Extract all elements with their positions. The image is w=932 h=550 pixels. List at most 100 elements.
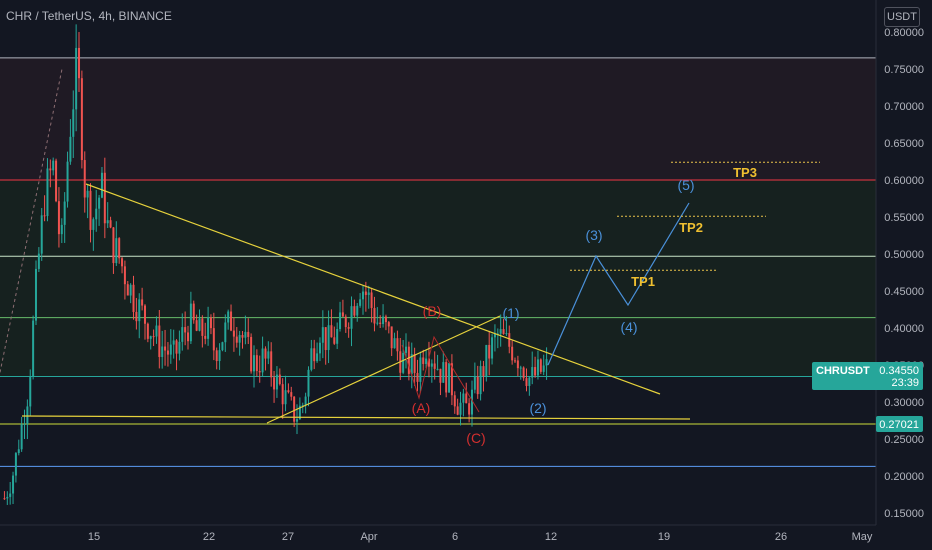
candle-body bbox=[281, 384, 284, 405]
candle-body bbox=[413, 354, 416, 373]
y-tick-label: 0.25000 bbox=[884, 434, 924, 446]
candle-body bbox=[508, 333, 511, 347]
candle-body bbox=[379, 322, 382, 324]
candle-body bbox=[488, 344, 491, 359]
candle-body bbox=[60, 224, 63, 235]
candle-body bbox=[166, 350, 169, 355]
wave-label: (B) bbox=[423, 303, 442, 319]
candle-body bbox=[482, 366, 485, 377]
candle-body bbox=[40, 215, 43, 254]
candle-body bbox=[221, 342, 224, 351]
candle-body bbox=[442, 362, 445, 383]
candle-body bbox=[470, 389, 473, 415]
candle-body bbox=[141, 299, 144, 306]
candle-body bbox=[531, 367, 534, 378]
candle-body bbox=[327, 325, 330, 351]
candle-body bbox=[238, 335, 241, 343]
candle-body bbox=[273, 377, 276, 390]
candle-body bbox=[468, 403, 471, 415]
candle-body bbox=[341, 312, 344, 317]
candle-body bbox=[138, 299, 141, 322]
candle-body bbox=[296, 419, 299, 422]
candle-body bbox=[57, 201, 60, 235]
candle-body bbox=[491, 337, 494, 359]
candle-body bbox=[353, 306, 356, 316]
candle-body bbox=[473, 376, 476, 390]
y-tick-label: 0.80000 bbox=[884, 27, 924, 39]
candle-body bbox=[318, 342, 321, 354]
candle-body bbox=[356, 305, 359, 316]
candle-body bbox=[333, 337, 336, 344]
candle-body bbox=[321, 327, 324, 343]
candle-body bbox=[422, 357, 425, 364]
y-tick-label: 0.60000 bbox=[884, 175, 924, 187]
candle-body bbox=[46, 168, 49, 217]
candle-body bbox=[396, 338, 399, 352]
candle-body bbox=[514, 360, 517, 362]
candle-body bbox=[361, 291, 364, 300]
candle-body bbox=[382, 316, 385, 324]
candle-body bbox=[324, 327, 327, 351]
candles bbox=[3, 24, 548, 505]
candle-body bbox=[103, 172, 106, 224]
candle-body bbox=[192, 303, 195, 321]
candle-body bbox=[439, 368, 442, 383]
candle-body bbox=[433, 363, 436, 369]
candle-body bbox=[534, 367, 537, 376]
current-price-tag bbox=[812, 362, 923, 390]
descending-trendline bbox=[85, 183, 661, 395]
candle-body bbox=[20, 424, 23, 450]
x-axis[interactable]: 15 22 27 Apr 6 12 19 26 May bbox=[0, 524, 876, 543]
candle-body bbox=[49, 168, 52, 171]
candle-body bbox=[293, 396, 296, 422]
y-tick-label: 0.30000 bbox=[884, 397, 924, 409]
x-tick-label: 19 bbox=[658, 531, 670, 543]
candle-body bbox=[172, 340, 175, 345]
candle-body bbox=[135, 311, 138, 322]
level-price-tag bbox=[876, 416, 923, 433]
candle-body bbox=[78, 47, 81, 79]
wave-labels: (B) (A) (C) (1) (2) (3) (4) (5) TP1 TP2 TP3 bbox=[412, 165, 757, 446]
candle-body bbox=[502, 329, 505, 334]
candle-body bbox=[149, 336, 152, 339]
candle-body bbox=[161, 346, 164, 357]
x-tick-label: 22 bbox=[203, 531, 215, 543]
candle-body bbox=[66, 161, 69, 202]
candle-body bbox=[72, 109, 75, 137]
drawings bbox=[0, 68, 820, 424]
candle-body bbox=[258, 371, 261, 373]
candle-body bbox=[516, 360, 519, 369]
candle-body bbox=[462, 393, 465, 403]
candle-body bbox=[522, 367, 525, 379]
candle-body bbox=[373, 308, 376, 324]
abc-wave-path bbox=[401, 335, 480, 413]
candle-body bbox=[542, 365, 545, 372]
candle-body bbox=[184, 327, 187, 333]
y-axis[interactable]: 0.80000 0.75000 0.70000 0.65000 0.60000 0.550… bbox=[875, 0, 932, 550]
support-line bbox=[21, 415, 691, 420]
candle-body bbox=[430, 363, 433, 367]
candle-body bbox=[528, 377, 531, 386]
candle-body bbox=[364, 291, 367, 295]
candle-body bbox=[250, 336, 253, 372]
candle-body bbox=[519, 367, 522, 369]
candle-body bbox=[146, 323, 149, 339]
target-label: TP2 bbox=[679, 220, 703, 235]
currency-unit-button[interactable]: USDT bbox=[884, 7, 920, 27]
candle-body bbox=[23, 423, 26, 425]
candle-body bbox=[425, 358, 428, 364]
candle-body bbox=[9, 493, 12, 497]
candle-body bbox=[336, 329, 339, 344]
candle-body bbox=[445, 362, 448, 393]
candle-body bbox=[37, 253, 40, 269]
candle-body bbox=[187, 332, 190, 342]
candle-body bbox=[407, 346, 410, 374]
candle-body bbox=[121, 258, 124, 267]
x-tick-label: 12 bbox=[545, 531, 557, 543]
candle-body bbox=[3, 498, 6, 500]
candle-body bbox=[339, 312, 342, 330]
candle-body bbox=[209, 317, 212, 329]
wave-label: (3) bbox=[585, 227, 602, 243]
candle-body bbox=[505, 333, 508, 335]
